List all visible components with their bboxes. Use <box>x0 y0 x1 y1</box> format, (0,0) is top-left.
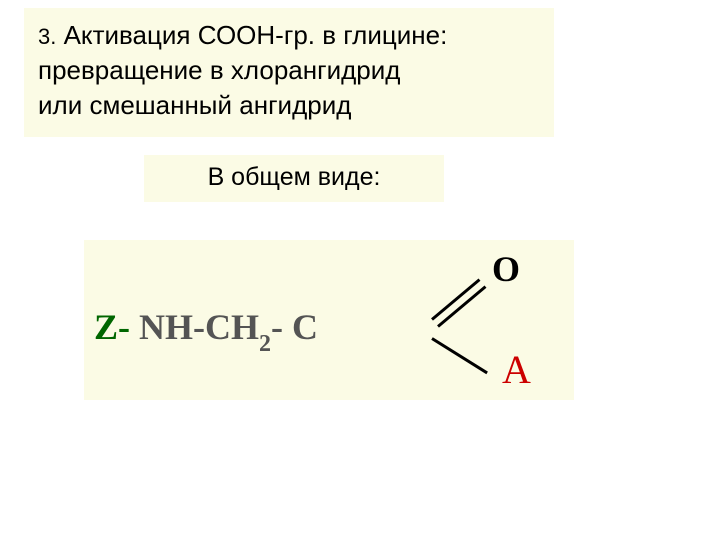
formula-z-group: Z- <box>94 306 130 348</box>
backbone-p2: - C <box>271 307 318 347</box>
single-bond-a <box>431 337 488 374</box>
subheading-text: В общем виде: <box>164 163 424 192</box>
formula-box: Z- NH-CH2- C O A <box>84 240 574 400</box>
backbone-p1: NH-CH <box>139 307 259 347</box>
subheading-box: В общем виде: <box>144 155 444 202</box>
backbone-sub: 2 <box>259 331 271 357</box>
heading-number: 3. <box>38 24 56 49</box>
formula-a-group: A <box>502 346 531 393</box>
heading-cooh: СООН <box>198 20 275 50</box>
heading-line-2: превращение в хлорангидрид <box>38 53 540 88</box>
double-bond-1 <box>431 278 480 320</box>
heading-box: 3. Активация СООН-гр. в глицине: превращ… <box>24 8 554 137</box>
formula-backbone: NH-CH2- C <box>139 306 318 354</box>
formula-oxygen: O <box>492 248 520 290</box>
chemical-formula: Z- NH-CH2- C O A <box>84 240 574 400</box>
heading-line-1: 3. Активация СООН-гр. в глицине: <box>38 18 540 53</box>
heading-pre: Активация <box>56 20 197 50</box>
heading-post: -гр. в глицине: <box>275 20 447 50</box>
heading-line-3: или смешанный ангидрид <box>38 88 540 123</box>
